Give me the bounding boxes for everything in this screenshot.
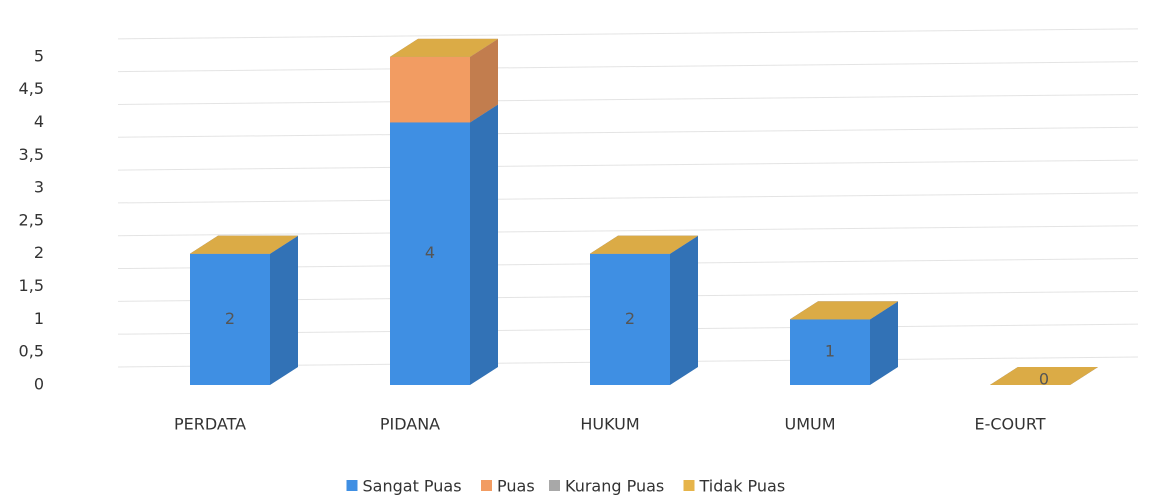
y-tick-label: 2 xyxy=(34,243,44,262)
legend-swatch xyxy=(346,480,358,491)
y-tick-label: 4,5 xyxy=(19,79,44,98)
y-tick-label: 1 xyxy=(34,309,44,328)
data-label: 2 xyxy=(625,309,635,328)
bar-segment xyxy=(790,301,898,320)
y-tick-label: 1,5 xyxy=(19,276,44,295)
x-tick-label: PIDANA xyxy=(380,415,440,434)
bar-face xyxy=(190,253,270,385)
legend-label: Tidak Puas xyxy=(699,477,786,496)
bar-face xyxy=(790,301,898,320)
grid-line xyxy=(117,126,1139,138)
bar-face xyxy=(390,122,470,386)
y-tick-label: 0,5 xyxy=(19,342,44,361)
bar-segment xyxy=(390,104,498,386)
bar-face xyxy=(870,301,898,385)
legend-swatch xyxy=(549,480,560,491)
y-tick-label: 3,5 xyxy=(19,145,44,164)
y-tick-label: 2,5 xyxy=(19,210,44,229)
data-label: 0 xyxy=(1039,370,1049,389)
bar-segment xyxy=(990,367,1098,385)
bar-face xyxy=(670,235,698,385)
legend-label: Puas xyxy=(497,477,535,496)
grid-line xyxy=(117,192,1139,204)
y-tick-label: 5 xyxy=(34,46,44,65)
legend-swatch xyxy=(481,480,492,491)
bar-face xyxy=(790,319,870,385)
grid-line xyxy=(117,28,1139,40)
bar-segment xyxy=(390,38,498,57)
data-label: 1 xyxy=(825,342,835,361)
grid-line xyxy=(117,159,1139,171)
x-tick-label: E-COURT xyxy=(974,415,1045,434)
bar-face xyxy=(470,104,498,386)
bar-segment xyxy=(590,235,698,254)
y-tick-label: 0 xyxy=(34,375,44,394)
y-tick-label: 3 xyxy=(34,178,44,197)
x-tick-label: UMUM xyxy=(784,415,835,434)
data-label: 4 xyxy=(425,243,435,262)
bar-face xyxy=(470,38,498,123)
bar-segment xyxy=(190,235,298,254)
grid-line xyxy=(117,93,1139,105)
bar-face xyxy=(390,56,470,123)
bar-face xyxy=(390,38,498,57)
x-tick-label: PERDATA xyxy=(174,415,246,434)
grid-line xyxy=(117,61,1139,73)
x-tick-label: HUKUM xyxy=(580,415,639,434)
legend-swatch xyxy=(683,480,695,491)
bar-segment xyxy=(590,235,698,385)
bar-segment xyxy=(790,301,898,385)
bar-face xyxy=(190,235,298,254)
y-tick-label: 4 xyxy=(34,112,44,131)
bar-face xyxy=(590,253,670,385)
bar-segment xyxy=(190,235,298,385)
data-label: 2 xyxy=(225,309,235,328)
bar-face xyxy=(990,367,1098,385)
legend-label: Kurang Puas xyxy=(565,477,664,496)
bar-face xyxy=(270,235,298,385)
grid-line xyxy=(117,225,1139,237)
bar-face xyxy=(590,235,698,254)
legend-label: Sangat Puas xyxy=(363,477,462,496)
